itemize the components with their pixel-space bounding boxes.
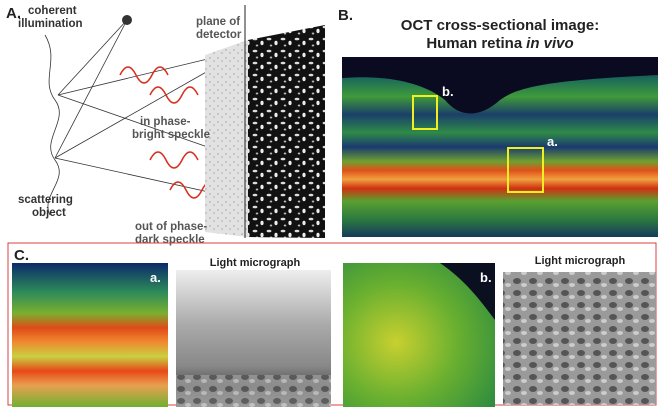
panel-label: C. <box>14 247 29 264</box>
title-italic: in vivo <box>526 35 574 52</box>
label: out of phase- <box>135 221 207 233</box>
tag: a. <box>150 270 161 285</box>
label: illumination <box>18 18 83 30</box>
label: dark speckle <box>135 234 205 246</box>
title: OCT cross-sectional image: <box>401 17 599 34</box>
label: scattering <box>18 194 73 206</box>
label: object <box>32 207 66 219</box>
label: plane of <box>196 16 240 28</box>
caption: Light micrograph <box>535 255 626 267</box>
speckle-pattern <box>248 25 325 238</box>
label: detector <box>196 29 242 41</box>
panel-label: B. <box>338 7 353 24</box>
micrograph <box>503 272 656 405</box>
caption: Light micrograph <box>210 257 301 269</box>
label: coherent <box>28 5 77 17</box>
detector-plane <box>205 40 248 237</box>
oct-zoom <box>12 263 168 407</box>
label: bright speckle <box>132 129 210 141</box>
micrograph-cells <box>176 375 331 407</box>
roi-tag: a. <box>547 134 558 149</box>
title-text: Human retina <box>426 35 523 52</box>
label: in phase- <box>140 116 191 128</box>
roi-tag: b. <box>442 84 454 99</box>
figure: A. coherent illumination plane of detect… <box>0 0 658 407</box>
tag: b. <box>480 270 492 285</box>
